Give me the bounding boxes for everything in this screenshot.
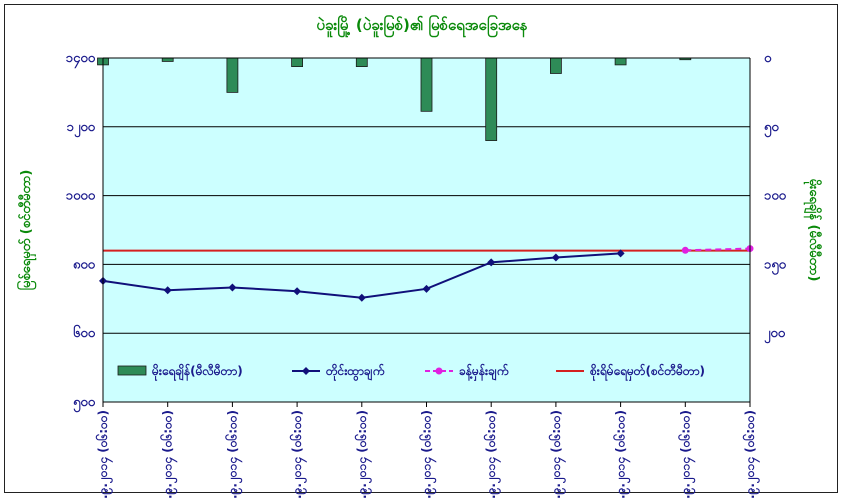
- x-tick-label: ၂၈.၉.၂၀၁၄ (၀၆:၀၀): [741, 410, 761, 499]
- forecast-line: [685, 247, 751, 252]
- y-axis-label-left: မြစ်ရေမှတ် (စင်တီမီတာ): [16, 170, 37, 291]
- water-level-lines: [99, 245, 754, 302]
- y-tick-left: ၆၀၀: [73, 324, 96, 341]
- y-tick-right: ၁၅၀: [764, 257, 787, 275]
- rainfall-bar: [420, 57, 433, 112]
- measured-point: [228, 283, 237, 292]
- x-tick-label: ၂၇.၉.၂၀၁၄ (၀၆:၀၀): [676, 410, 696, 499]
- forecast-point: [681, 246, 689, 254]
- y-tick-left: ၁၄၀၀: [66, 51, 96, 69]
- x-tick-label: ၂၄.၉.၂၀၁၄ (၀၆:၀၀): [482, 410, 502, 499]
- measured-point: [616, 249, 625, 258]
- rainfall-bar: [291, 57, 304, 67]
- x-tick-label: ၂၁.၉.၂၀၁၄ (၀၆:၀၀): [288, 410, 308, 499]
- rainfall-bar: [550, 57, 562, 74]
- x-tick-label: ၁၈.၉.၂၀၁၄ (၀၆:၀၀): [94, 410, 114, 499]
- measured-point: [163, 286, 172, 295]
- x-tick-label: ၂၅.၉.၂၀၁၄ (၀၆:၀၀): [547, 410, 567, 499]
- x-tick-label: ၂၀.၉.၂၀၁၄ (၀၆:၀၀): [223, 410, 243, 499]
- plot-area: [103, 58, 750, 402]
- rainfall-bar: [226, 57, 239, 93]
- rainfall-bar: [614, 57, 627, 66]
- y-tick-right: ၁၀၀: [764, 189, 787, 204]
- legend-label: ခန့်မှန်းချက်: [459, 362, 509, 382]
- y-tick-left: ၁၂၀၀: [67, 120, 96, 138]
- measured-point: [293, 287, 302, 296]
- rainfall-bar: [355, 57, 368, 67]
- rainfall-bar: [161, 57, 174, 62]
- legend: မိုးရေချိန်(မီလီမီတာ) တိုင်းထွာချက် ခန့်မှ…: [117, 362, 705, 382]
- legend-swatch-marker: [435, 367, 443, 375]
- measured-point: [551, 253, 560, 262]
- tick-labels: ၅၀၀ ၆၀၀ ၈၀၀ ၁၀၀၀ ၁၂၀၀ ၁၄၀၀ ၀၅၀၁၀၀၁၅၀၂၀၀၁၈.၉.၂၀…: [66, 51, 787, 499]
- legend-label: မိုးရေချိန်(မီလီမီတာ): [151, 362, 243, 382]
- measured-point: [422, 284, 431, 293]
- y-axis-label-right: မိုးရေချိန် (မီလီမီတာ): [803, 179, 823, 282]
- legend-label: စိုးရိမ်ရေမှတ်(စင်တီမီတာ): [589, 362, 705, 382]
- legend-label: တိုင်းထွာချက်: [325, 362, 385, 382]
- x-tick-label: ၂၃.၉.၂၀၁၄ (၀၆:၀၀): [418, 410, 438, 499]
- rainfall-bar: [485, 57, 498, 141]
- y-tick-left: ၈၀၀: [73, 257, 96, 272]
- legend-swatch-marker: [302, 367, 310, 375]
- measured-point: [357, 293, 366, 302]
- y-tick-left: ၅၀၀: [73, 395, 96, 413]
- measured-point: [487, 258, 496, 267]
- y-tick-left: ၁၀၀၀: [66, 189, 96, 204]
- legend-swatch-bar: [117, 365, 147, 376]
- x-tick-label: ၂၆.၉.၂၀၁၄ (၀၆:၀၀): [612, 410, 632, 499]
- y-tick-right: ၅၀: [764, 120, 779, 138]
- x-tick-label: ၂၂.၉.၂၀၁၄ (၀၆:၀၀): [353, 410, 373, 499]
- chart-title: ပဲခူးမြို့ (ပဲခူးမြစ်)၏ မြစ်ရေအခြေအနေ: [316, 14, 527, 38]
- y-tick-right: ၀: [764, 51, 772, 66]
- axes: [102, 57, 751, 407]
- x-tick-label: ၁၉.၉.၂၀၁၄ (၀၆:၀၀): [159, 410, 179, 499]
- y-tick-right: ၂၀၀: [764, 326, 786, 344]
